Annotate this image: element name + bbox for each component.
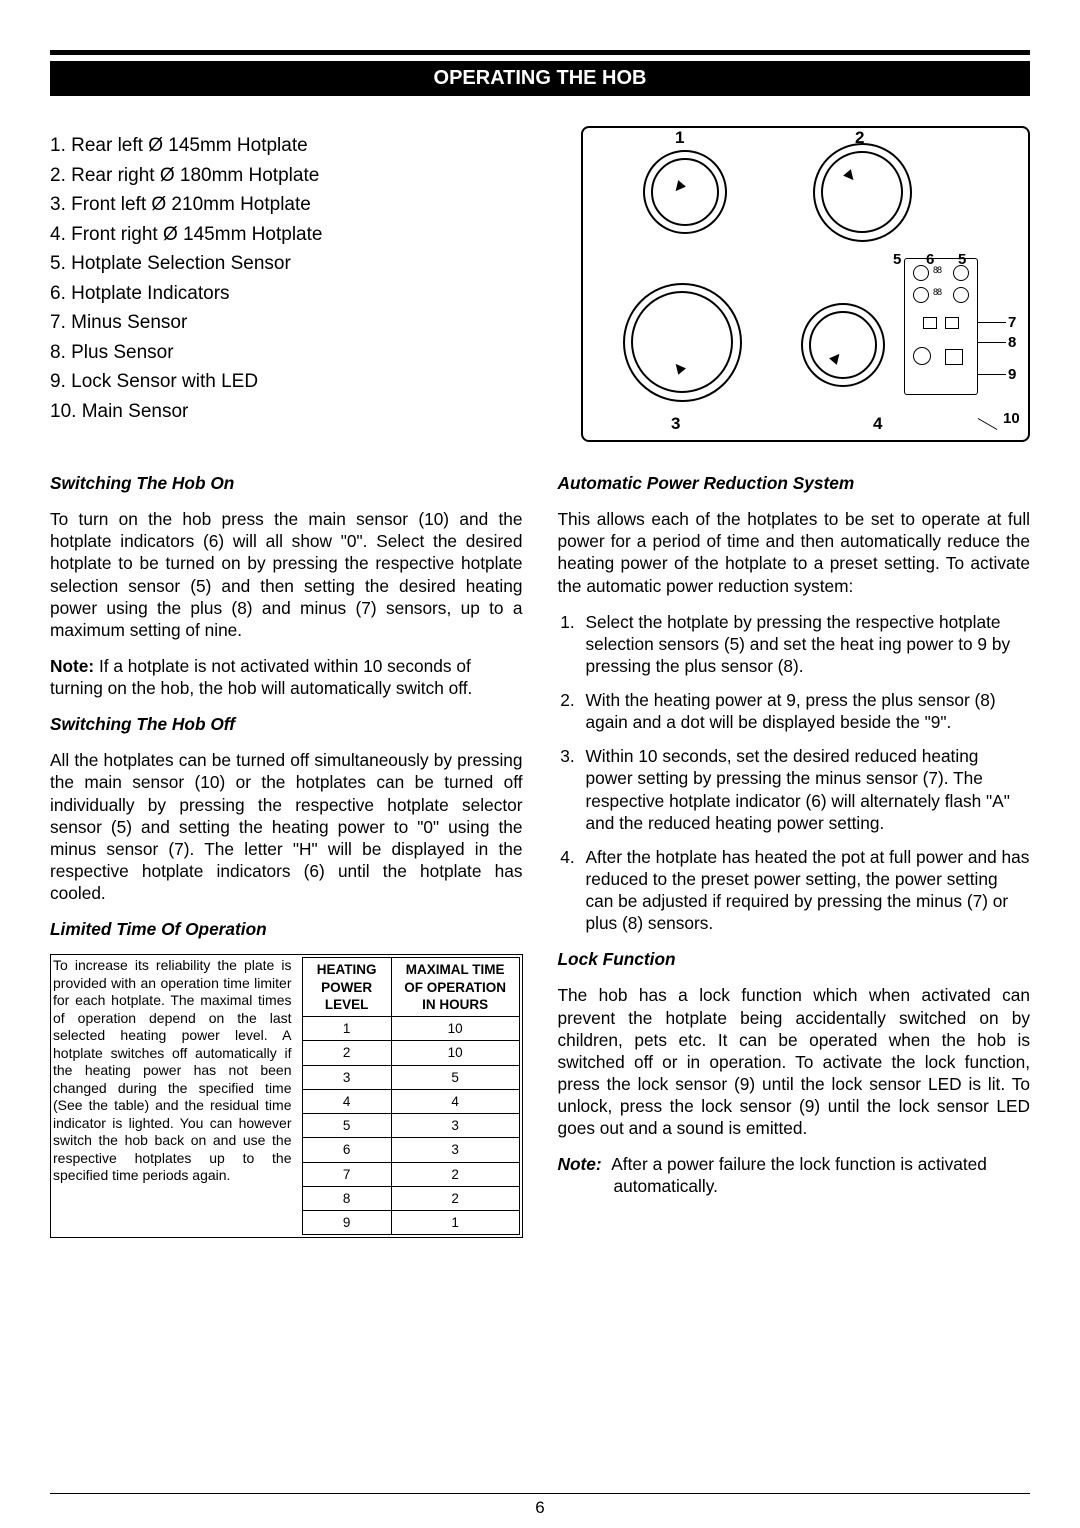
section-heading: Switching The Hob Off bbox=[50, 713, 523, 735]
limited-time-text: To increase its reliability the plate is… bbox=[53, 957, 298, 1235]
diagram-label: 4 bbox=[873, 414, 882, 434]
note-text: After a power failure the lock function … bbox=[611, 1154, 987, 1196]
section-heading: Limited Time Of Operation bbox=[50, 918, 523, 940]
step-item: After the hotplate has heated the pot at… bbox=[580, 846, 1031, 935]
diagram-label: 6 bbox=[926, 251, 934, 268]
body-paragraph: All the hotplates can be turned off simu… bbox=[50, 749, 523, 904]
legend-list: 1. Rear left Ø 145mm Hotplate 2. Rear ri… bbox=[50, 126, 571, 442]
table-cell: 8 bbox=[302, 1186, 391, 1210]
table-row: 110 bbox=[302, 1017, 519, 1041]
table-cell: 1 bbox=[391, 1211, 519, 1235]
table-row: 82 bbox=[302, 1186, 519, 1210]
legend-item: 10. Main Sensor bbox=[50, 398, 571, 426]
leader-line bbox=[978, 374, 1006, 375]
table-row: 63 bbox=[302, 1138, 519, 1162]
body-paragraph: This allows each of the hotplates to be … bbox=[558, 508, 1031, 597]
table-row: 72 bbox=[302, 1162, 519, 1186]
steps-list: Select the hotplate by pressing the resp… bbox=[558, 611, 1031, 935]
right-column: Automatic Power Reduction System This al… bbox=[558, 472, 1031, 1238]
table-cell: 3 bbox=[302, 1065, 391, 1089]
leader-line bbox=[978, 342, 1006, 343]
note-paragraph: Note: If a hotplate is not activated wit… bbox=[50, 655, 523, 699]
lock-icon bbox=[913, 347, 931, 365]
selector-icon bbox=[953, 287, 969, 303]
legend-item: 9. Lock Sensor with LED bbox=[50, 368, 571, 396]
step-item: With the heating power at 9, press the p… bbox=[580, 689, 1031, 733]
top-row: 1. Rear left Ø 145mm Hotplate 2. Rear ri… bbox=[50, 126, 1030, 442]
selector-icon bbox=[913, 287, 929, 303]
table-cell: 4 bbox=[391, 1089, 519, 1113]
indicator-icon: 88 bbox=[933, 287, 941, 297]
table-row: 44 bbox=[302, 1089, 519, 1113]
table-cell: 5 bbox=[391, 1065, 519, 1089]
note-text: If a hotplate is not activated within 10… bbox=[50, 656, 472, 698]
body-paragraph: The hob has a lock function which when a… bbox=[558, 984, 1031, 1139]
table-cell: 2 bbox=[391, 1162, 519, 1186]
diagram-label: 3 bbox=[671, 414, 680, 434]
page: OPERATING THE HOB 1. Rear left Ø 145mm H… bbox=[0, 0, 1080, 1528]
legend-item: 6. Hotplate Indicators bbox=[50, 280, 571, 308]
table-cell: 3 bbox=[391, 1138, 519, 1162]
table-row: 35 bbox=[302, 1065, 519, 1089]
table-cell: 9 bbox=[302, 1211, 391, 1235]
diagram-label: 9 bbox=[1008, 366, 1016, 383]
diagram-label: 5 bbox=[958, 251, 966, 268]
step-item: Select the hotplate by pressing the resp… bbox=[580, 611, 1031, 677]
leader-line bbox=[978, 418, 998, 430]
diagram-label: 5 bbox=[893, 251, 901, 268]
table-cell: 4 bbox=[302, 1089, 391, 1113]
legend-item: 8. Plus Sensor bbox=[50, 339, 571, 367]
hob-diagram: ▾ ▾ ▾ ▾ 88 88 1 2 3 4 5 5 bbox=[581, 126, 1030, 442]
section-heading: Lock Function bbox=[558, 948, 1031, 970]
diagram-label: 10 bbox=[1003, 410, 1020, 427]
operation-time-table: HEATING POWER LEVEL MAXIMAL TIME OF OPER… bbox=[302, 957, 520, 1235]
top-rule bbox=[50, 50, 1030, 55]
table-cell: 1 bbox=[302, 1017, 391, 1041]
page-number: 6 bbox=[50, 1493, 1030, 1518]
step-item: Within 10 seconds, set the desired reduc… bbox=[580, 745, 1031, 834]
note-lead: Note: bbox=[50, 656, 94, 676]
diagram-label: 7 bbox=[1008, 314, 1016, 331]
legend-item: 3. Front left Ø 210mm Hotplate bbox=[50, 191, 571, 219]
table-cell: 10 bbox=[391, 1041, 519, 1065]
legend-item: 7. Minus Sensor bbox=[50, 309, 571, 337]
minus-icon bbox=[923, 317, 937, 329]
note-lead: Note: bbox=[558, 1154, 602, 1174]
table-cell: 10 bbox=[391, 1017, 519, 1041]
table-row: 53 bbox=[302, 1114, 519, 1138]
control-panel: 88 88 bbox=[904, 258, 978, 395]
legend-item: 5. Hotplate Selection Sensor bbox=[50, 250, 571, 278]
hotplate-2-inner bbox=[821, 151, 903, 233]
plus-icon bbox=[945, 317, 959, 329]
table-row: 91 bbox=[302, 1211, 519, 1235]
diagram-label: 8 bbox=[1008, 334, 1016, 351]
table-cell: 3 bbox=[391, 1114, 519, 1138]
table-row: 210 bbox=[302, 1041, 519, 1065]
legend-item: 4. Front right Ø 145mm Hotplate bbox=[50, 221, 571, 249]
table-header: MAXIMAL TIME OF OPERATION IN HOURS bbox=[391, 958, 519, 1017]
content-columns: Switching The Hob On To turn on the hob … bbox=[50, 472, 1030, 1238]
table-header: HEATING POWER LEVEL bbox=[302, 958, 391, 1017]
hotplate-1-inner bbox=[651, 158, 719, 226]
leader-line bbox=[978, 322, 1006, 323]
table-cell: 5 bbox=[302, 1114, 391, 1138]
main-sensor-icon bbox=[945, 349, 963, 365]
left-column: Switching The Hob On To turn on the hob … bbox=[50, 472, 523, 1238]
hotplate-4-inner bbox=[809, 311, 877, 379]
title-bar: OPERATING THE HOB bbox=[50, 61, 1030, 96]
body-paragraph: To turn on the hob press the main sensor… bbox=[50, 508, 523, 641]
table-cell: 2 bbox=[391, 1186, 519, 1210]
limited-time-block: To increase its reliability the plate is… bbox=[50, 954, 523, 1238]
diagram-label: 2 bbox=[855, 128, 864, 148]
table-cell: 7 bbox=[302, 1162, 391, 1186]
note-paragraph: Note: After a power failure the lock fun… bbox=[558, 1153, 1031, 1197]
section-heading: Switching The Hob On bbox=[50, 472, 523, 494]
legend-item: 1. Rear left Ø 145mm Hotplate bbox=[50, 132, 571, 160]
table-cell: 2 bbox=[302, 1041, 391, 1065]
table-cell: 6 bbox=[302, 1138, 391, 1162]
legend-item: 2. Rear right Ø 180mm Hotplate bbox=[50, 162, 571, 190]
section-heading: Automatic Power Reduction System bbox=[558, 472, 1031, 494]
diagram-label: 1 bbox=[675, 128, 684, 148]
